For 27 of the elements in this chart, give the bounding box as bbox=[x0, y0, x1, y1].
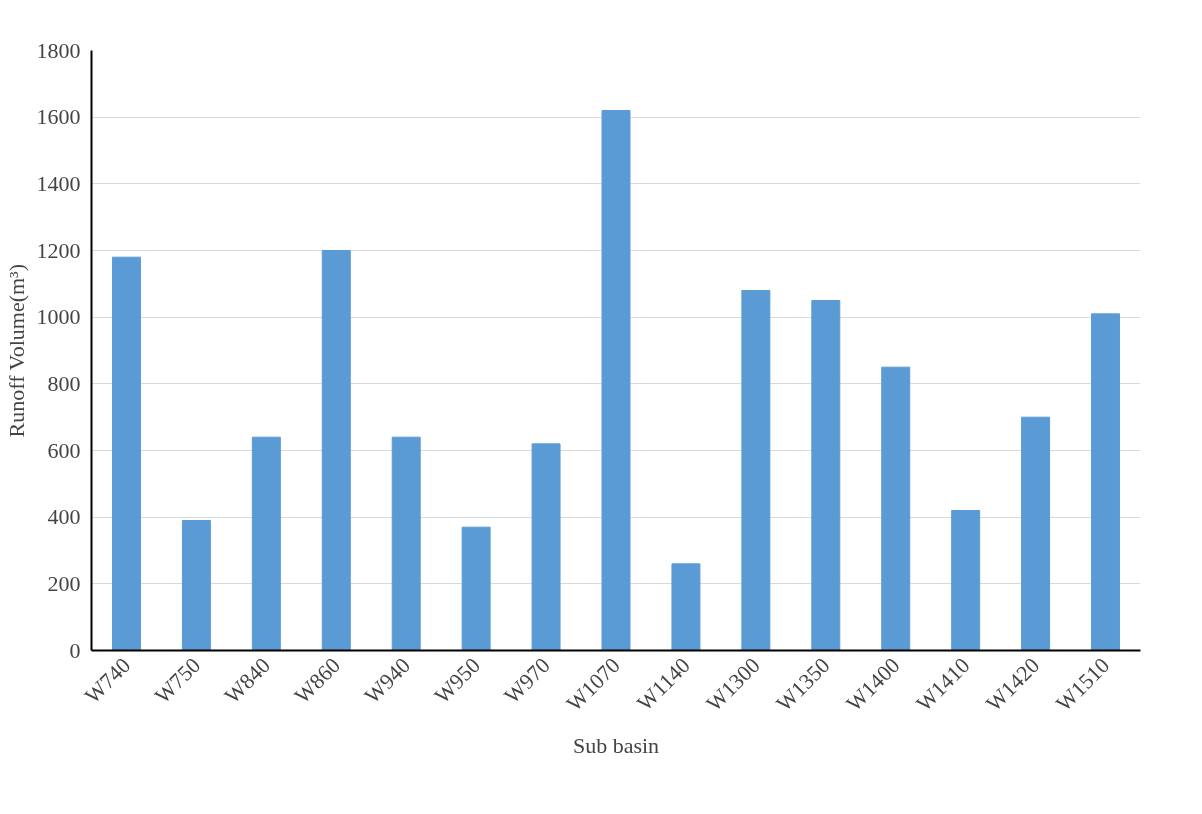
bar bbox=[391, 436, 421, 651]
bar bbox=[461, 526, 491, 651]
y-tick-label: 0 bbox=[69, 637, 81, 663]
y-tick-label: 1400 bbox=[36, 170, 81, 196]
y-tick-label: 1200 bbox=[36, 237, 81, 263]
bar bbox=[741, 290, 771, 651]
x-axis-title: Sub basin bbox=[572, 732, 660, 758]
bar bbox=[111, 256, 141, 651]
bar bbox=[181, 520, 211, 651]
bar bbox=[1091, 313, 1121, 651]
y-tick-label: 600 bbox=[47, 437, 81, 463]
bar bbox=[881, 366, 911, 651]
y-tick-label: 400 bbox=[47, 504, 81, 530]
y-axis-title: Runoff Volume(m³) bbox=[3, 263, 29, 438]
bar bbox=[1021, 416, 1051, 651]
bar bbox=[251, 436, 281, 651]
bar bbox=[321, 250, 351, 651]
y-tick-label: 800 bbox=[47, 370, 81, 396]
y-tick-label: 1800 bbox=[36, 37, 81, 63]
bar bbox=[951, 510, 981, 651]
y-tick-label: 1600 bbox=[36, 104, 81, 130]
y-tick-label: 1000 bbox=[36, 304, 81, 330]
y-tick-label: 200 bbox=[47, 570, 81, 596]
bar bbox=[531, 443, 561, 651]
bar bbox=[671, 563, 701, 651]
bar bbox=[601, 110, 631, 651]
bar bbox=[811, 300, 841, 651]
